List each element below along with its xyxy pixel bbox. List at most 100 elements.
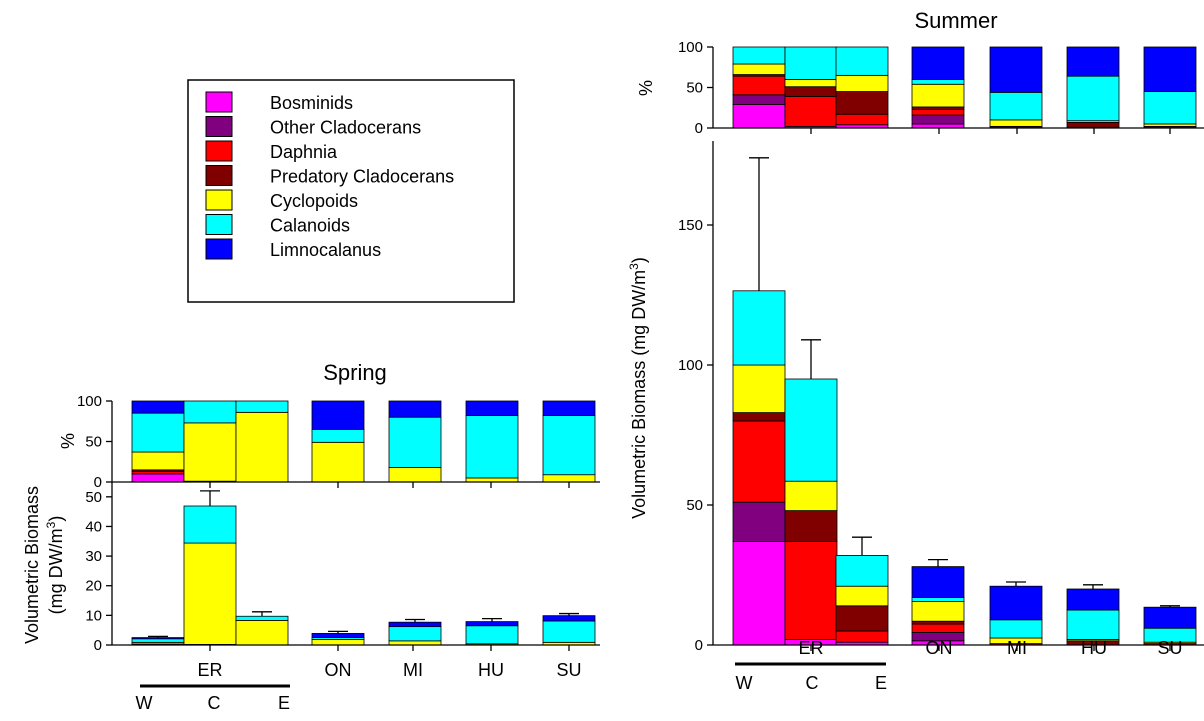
spring-percent-bar-segment (235, 400, 289, 413)
summer-percent-bar-segment (1143, 46, 1197, 92)
summer-percent-bar-segment (1066, 46, 1120, 77)
summer-biomass-y-tick-label: 150 (678, 217, 703, 234)
summer-percent-bar-segment (784, 96, 838, 127)
summer-biomass-bar-segment (1066, 609, 1120, 640)
legend-swatch (205, 140, 233, 162)
summer-percent-bar-segment (784, 86, 838, 97)
spring-biomass-y-tick-label: 50 (85, 489, 102, 506)
spring-biomass-y-tick-label: 20 (85, 578, 102, 595)
legend-label: Other Cladocerans (270, 118, 421, 138)
summer-percent-bar-segment (732, 104, 786, 129)
spring-sub-label: E (278, 693, 290, 713)
summer-biomass-bar-segment (1066, 588, 1120, 611)
summer-biomass-bar-segment (835, 630, 889, 643)
spring-biomass-bar-segment (183, 505, 237, 544)
spring-biomass-bar-segment (542, 620, 596, 643)
spring-biomass-bar-segment (388, 626, 442, 642)
spring-percent-bar-segment (311, 428, 365, 443)
summer-percent-bar-segment (911, 114, 965, 125)
legend-label: Cyclopoids (270, 191, 358, 211)
legend-swatch (205, 116, 233, 137)
spring-biomass-bar-segment (465, 621, 519, 627)
summer-percent-bar-segment (732, 75, 786, 96)
spring-percent-bar-segment (388, 416, 442, 468)
summer-percent-bar-segment (732, 63, 786, 75)
spring-percent-bar-segment (465, 415, 519, 479)
summer-biomass-bar-segment (911, 601, 965, 622)
spring-percent-bar-segment (183, 400, 237, 424)
summer-biomass-bar-segment (911, 620, 965, 625)
legend-label: Calanoids (270, 216, 350, 236)
spring-biomass-bar-segment (311, 633, 365, 638)
summer-biomass-bar-segment (732, 364, 786, 413)
legend: Bosminids Other Cladocerans Daphnia Predato… (187, 79, 515, 303)
summer-percent-y-tick-label: 0 (695, 120, 703, 137)
summer-biomass-bar-segment (784, 510, 838, 542)
summer-biomass-y-tick-label: 50 (686, 497, 703, 514)
summer-biomass-bar-segment (835, 605, 889, 632)
spring-percent-bar-segment (311, 400, 365, 430)
spring-cat-label: HU (478, 660, 504, 680)
summer-percent-bar-segment (911, 83, 965, 108)
summer-biomass-y-tick-label: 0 (695, 637, 703, 654)
summer-percent-bar-segment (732, 94, 786, 105)
summer-biomass-bar-segment (732, 290, 786, 366)
spring-biomass-y-tick-label: 30 (85, 548, 102, 565)
spring-percent-y-tick-label: 50 (85, 434, 102, 451)
legend-swatch (205, 189, 233, 211)
spring-cat-label: ER (197, 660, 222, 680)
summer-percent-bar-segment (1066, 121, 1120, 128)
spring-biomass-ylabel: Volumetric Biomass (22, 486, 42, 644)
spring-sub-label: W (136, 693, 153, 713)
summer-percent-bar-segment (784, 46, 838, 80)
spring-percent-bar-segment (542, 415, 596, 476)
summer-percent-bar-segment (1066, 75, 1120, 122)
summer-title: Summer (914, 8, 997, 33)
summer-percent-bar-segment (835, 91, 889, 115)
summer-ylabel-sup: 3 (627, 263, 641, 270)
summer-percent-y-tick-label: 50 (686, 80, 703, 97)
spring-title: Spring (323, 360, 387, 385)
spring-biomass-bar-segment (131, 638, 185, 643)
spring-biomass-y-tick-label: 0 (94, 637, 102, 654)
spring-percent-bar-segment (388, 467, 442, 483)
spring-percent-bar-segment (311, 441, 365, 483)
summer-biomass-bar-segment (784, 480, 838, 512)
summer-biomass-bar-segment (911, 566, 965, 598)
spring-biomass-ylabel-units: (mg DW/m3) (44, 516, 66, 615)
summer-biomass-bar-segment (989, 619, 1043, 639)
spring-biomass-bar-segment (235, 620, 289, 646)
spring-percent-bar-segment (131, 400, 185, 414)
spring-biomass-y-tick-label: 40 (85, 518, 102, 535)
spring-biomass-bar-segment (542, 615, 596, 622)
summer-percent-ylabel: % (636, 80, 656, 96)
spring-percent-bar-segment (131, 473, 185, 483)
summer-biomass-bar-segment (784, 378, 838, 482)
summer-percent-bar-segment (989, 46, 1043, 93)
summer-cat-label: SU (1157, 638, 1182, 658)
summer-biomass-bar-segment (732, 541, 786, 646)
summer-percent-y-tick-label: 100 (678, 39, 703, 56)
spring-percent-y-tick-label: 100 (77, 393, 102, 410)
summer-biomass-ylabel: Volumetric Biomass (mg DW/m3) (627, 257, 649, 519)
summer-ylabel-text: Volumetric Biomass (mg DW/m (629, 270, 649, 519)
summer-cat-label: MI (1007, 638, 1027, 658)
summer-biomass-bar-segment (911, 623, 965, 633)
spring-biomass-y-tick-label: 10 (85, 607, 102, 624)
summer-biomass-bar-segment (732, 501, 786, 542)
spring-biomass-bar-segment (235, 615, 289, 621)
spring-ylabel-units-text: (mg DW/m (46, 528, 66, 614)
spring-ylabel-end: ) (46, 516, 66, 522)
legend-label: Bosminids (270, 93, 353, 113)
legend-label: Daphnia (270, 142, 338, 162)
summer-biomass-bar-segment (835, 555, 889, 587)
summer-biomass-bar-segment (835, 585, 889, 607)
spring-biomass-bar-segment (131, 637, 185, 640)
summer-percent-bar-segment (989, 119, 1043, 127)
spring-percent-bar-segment (388, 400, 442, 418)
summer-biomass-bar-segment (1143, 606, 1197, 629)
legend-frame (187, 79, 515, 303)
summer-cat-label: ON (926, 638, 953, 658)
spring-cat-label: MI (403, 660, 423, 680)
spring-percent-bar-segment (542, 400, 596, 416)
